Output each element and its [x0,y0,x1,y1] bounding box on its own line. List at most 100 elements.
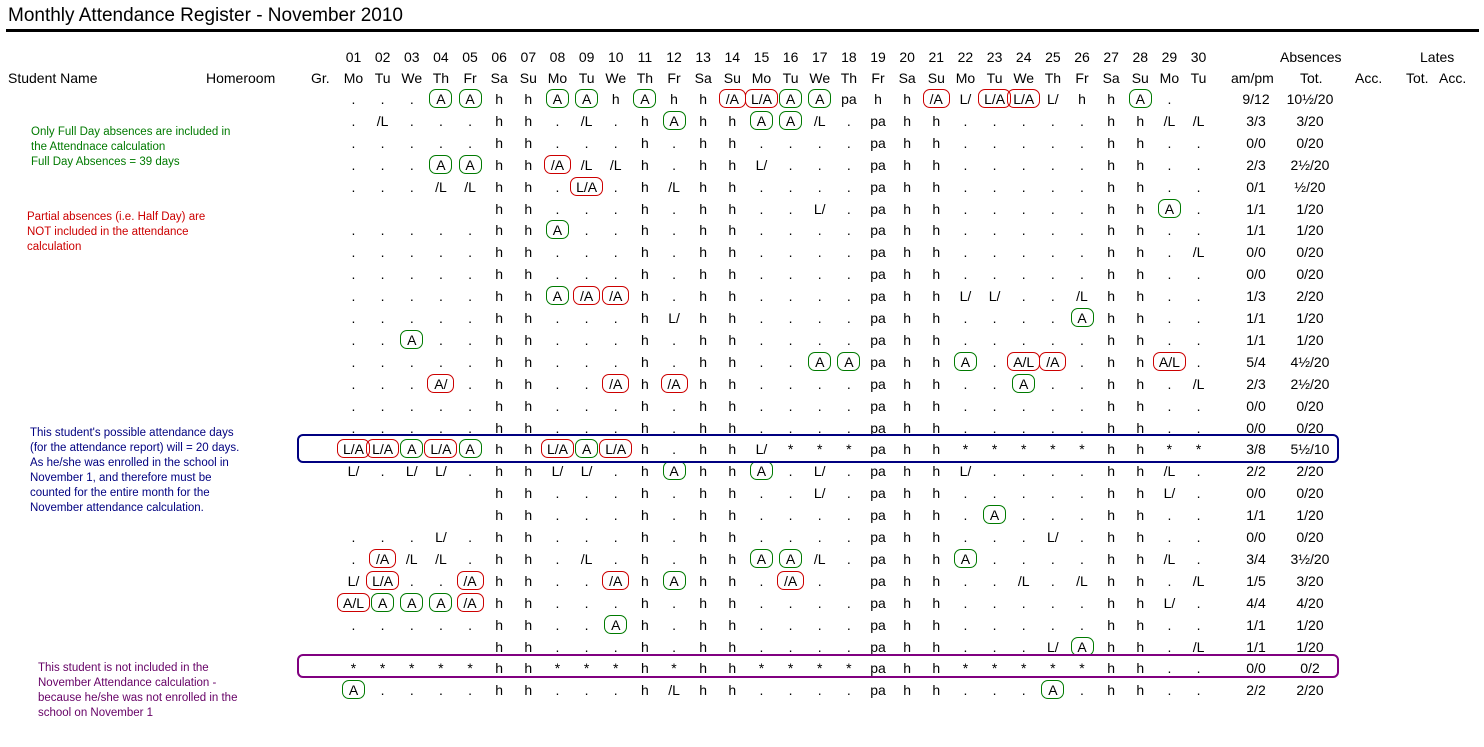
enrolled-student-highlight [297,434,1339,463]
absences-ampm-value: 1/1 [1246,331,1266,348]
attendance-cell: . [584,507,589,524]
attendance-cell: . [555,485,560,502]
attendance-cell: h [728,156,737,173]
attendance-cell: . [409,134,414,151]
attendance-cell: . [788,507,793,524]
attendance-cell: . [1021,485,1026,502]
attendance-cell: . [672,529,676,545]
attendance-cell: h [640,507,649,524]
attendance-cell: /A [929,91,943,107]
attendance-cell: h [699,638,708,655]
attendance-cell: A [815,353,825,370]
attendance-cell: /A [783,572,798,589]
attendance-cell: . [555,375,560,392]
attendance-cell: . [438,266,443,283]
attendance-cell: . [351,550,356,567]
absences-ampm-value: 9/12 [1242,91,1270,107]
day-number: 21 [928,49,945,65]
attendance-cell: L/ [580,463,593,480]
attendance-cell: h [640,572,649,589]
attendance-cell: pa [870,660,886,677]
day-number: 05 [462,49,478,65]
attendance-cell: h [1136,178,1145,195]
attendance-cell: . [963,244,968,261]
attendance-cell: . [963,112,968,129]
absences-ampm-value: 1/1 [1246,200,1266,217]
attendance-cell: . [380,156,385,173]
attendance-cell: . [788,244,793,261]
attendance-cell: . [672,288,676,305]
attendance-cell: h [932,507,941,524]
attendance-cell: h [1136,441,1145,458]
attendance-cell: h [728,397,737,414]
attendance-cell: * [787,441,794,458]
note-line: counted for the entire month for the [30,487,210,499]
absences-ampm-value: 0/0 [1246,266,1266,283]
attendance-cell: h [1107,353,1116,370]
attendance-cell: . [1167,91,1172,107]
attendance-cell: . [468,266,472,283]
day-number: 30 [1190,49,1207,65]
attendance-cell: h [932,134,941,151]
attendance-cell: . [846,529,851,545]
full-day-absence-mark [545,89,569,108]
attendance-cell: . [1021,288,1026,305]
attendance-cell: /L [376,112,389,129]
attendance-cell: /L [1076,288,1088,305]
attendance-cell: h [903,288,912,305]
attendance-cell: h [640,375,649,392]
attendance-cell: h [1136,134,1145,151]
weekday-label: Th [1044,70,1062,86]
attendance-cell: . [759,397,764,414]
attendance-cell: h [1136,266,1145,283]
attendance-cell: A [1019,375,1029,392]
day-number: 14 [724,49,741,65]
attendance-cell: h [524,310,533,326]
attendance-cell: A [669,112,679,129]
attendance-cell: A [436,156,446,173]
attendance-cell: h [1107,463,1116,480]
attendance-cell: h [640,134,649,151]
attendance-cell: h [495,178,504,195]
attendance-cell: h [932,156,941,173]
day-number: 24 [1015,49,1032,65]
attendance-cell: h [1107,310,1116,326]
day-number: 25 [1045,49,1061,65]
attendance-cell: h [903,550,912,567]
note-line: because he/she was not enrolled in the [38,692,238,704]
attendance-cell: h [640,441,649,458]
full-day-note: Only Full Day absences are included in th… [31,125,230,170]
attendance-cell: . [672,266,676,283]
attendance-cell: h [1136,353,1145,370]
attendance-cell: . [817,178,822,195]
attendance-cell: . [351,178,356,195]
attendance-cell: . [1080,112,1084,129]
partial-absence-mark [1007,89,1041,108]
attendance-cell: . [788,310,793,326]
attendance-cell: pa [870,288,886,305]
attendance-cell: . [1167,419,1172,436]
attendance-cell: . [613,200,618,217]
absences-total-value: 2½/20 [1290,156,1330,173]
attendance-cell: h [874,91,882,107]
absences-ampm-value: 3/8 [1246,441,1266,458]
attendance-cell: L/A [605,441,627,458]
attendance-cell: . [351,375,356,392]
note-line: November attendance calculation. [30,502,204,514]
full-day-absence-mark [808,89,832,108]
attendance-cell: . [351,331,356,348]
attendance-cell: h [1136,572,1145,589]
attendance-cell: h [640,594,649,611]
attendance-cell: . [963,572,968,589]
attendance-cell: A [348,682,359,699]
note-line: As he/she was enrolled in the school in [30,457,229,469]
attendance-cell: h [1136,112,1145,129]
note-line: Only Full Day absences are included in [31,126,231,138]
attendance-cell: h [1136,485,1145,502]
attendance-cell: h [524,441,533,458]
attendance-cell: A [785,91,796,107]
attendance-cell: . [468,244,472,261]
attendance-cell: . [555,353,560,370]
attendance-cell: h [524,353,533,370]
report-title: Monthly Attendance Register - November 2… [8,5,403,26]
